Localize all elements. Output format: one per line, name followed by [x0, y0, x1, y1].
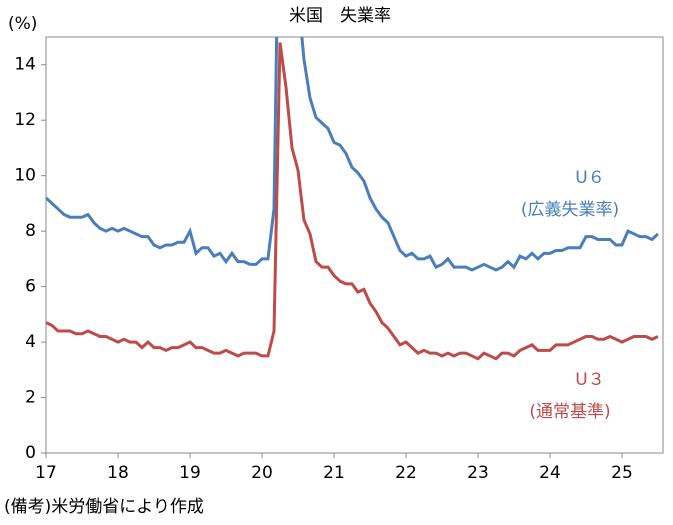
y-tick-label: 6 — [25, 277, 36, 297]
x-tick-label: 19 — [179, 463, 201, 483]
y-axis-label: (%) — [8, 14, 37, 34]
series-line — [46, 42, 659, 361]
y-tick-label: 12 — [14, 110, 36, 130]
chart-title: 米国 失業率 — [289, 6, 391, 26]
y-tick-label: 2 — [25, 388, 36, 408]
x-tick-label: 20 — [251, 463, 273, 483]
series-name: U６ — [575, 168, 604, 188]
series-name: U３ — [575, 370, 604, 390]
x-tick-label: 24 — [539, 463, 561, 483]
y-tick-label: 4 — [25, 332, 36, 352]
series-line — [46, 37, 659, 272]
series-label: (広義失業率) — [521, 200, 619, 220]
y-tick-label: 14 — [14, 55, 36, 75]
y-tick-label: 10 — [14, 166, 36, 186]
source-note: (備考)米労働省により作成 — [4, 497, 204, 517]
x-tick-label: 23 — [467, 463, 489, 483]
x-tick-label: 21 — [323, 463, 345, 483]
x-tick-label: 17 — [35, 463, 57, 483]
x-tick-label: 25 — [611, 463, 633, 483]
x-tick-label: 22 — [395, 463, 417, 483]
y-tick-label: 8 — [25, 221, 36, 241]
series-label: (通常基準) — [529, 402, 610, 422]
plot-frame — [45, 36, 664, 454]
x-tick-label: 18 — [107, 463, 129, 483]
y-tick-label: 0 — [25, 443, 36, 463]
